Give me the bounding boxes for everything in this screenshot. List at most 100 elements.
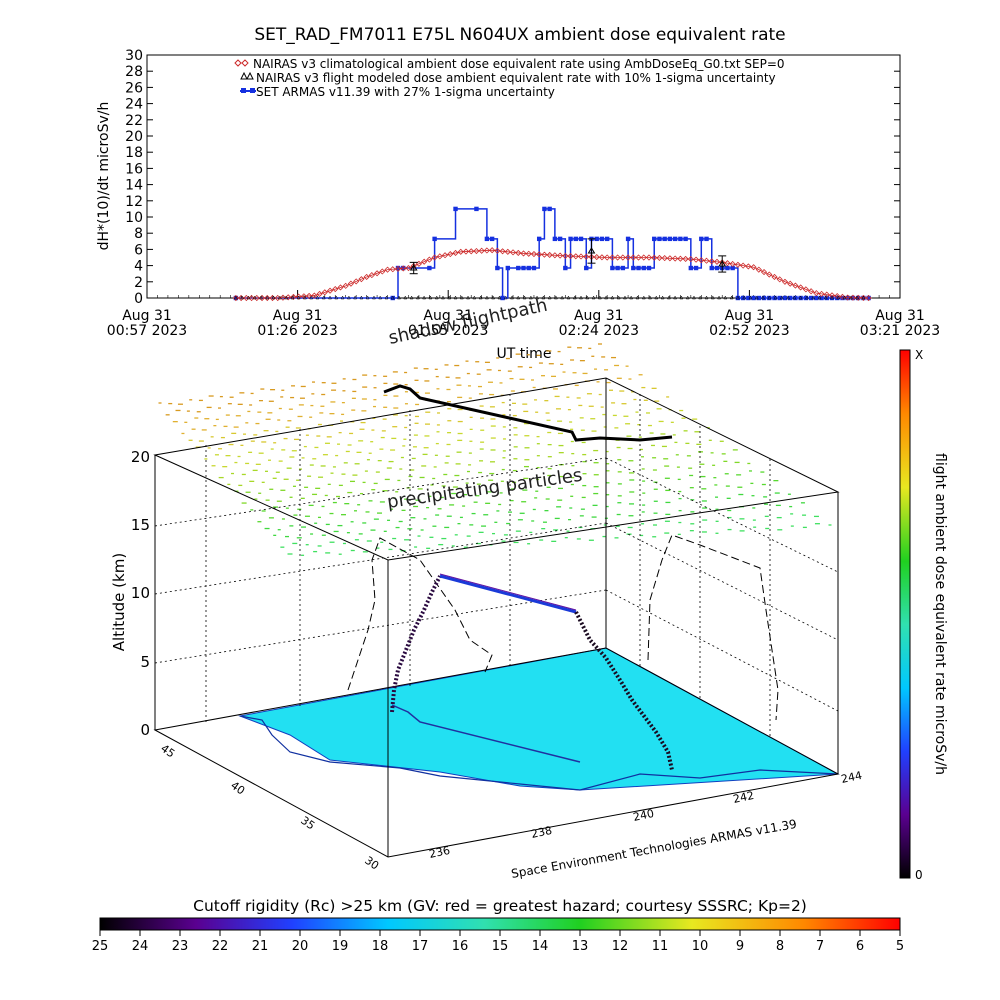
- climatological-point: [389, 266, 396, 273]
- flight-modeled-baseline-point: [830, 295, 834, 300]
- armas-point: [725, 265, 730, 271]
- flight-modeled-baseline-point: [748, 295, 753, 300]
- precipitating-particles-label: precipitating particles: [386, 465, 584, 513]
- climatological-point: [703, 257, 710, 264]
- armas-point: [563, 265, 568, 271]
- flight-modeled-baseline-point: [566, 295, 571, 300]
- y-tick-40: 40: [228, 779, 247, 798]
- x-tick-238: 238: [530, 824, 553, 841]
- flight-modeled-baseline-point: [409, 295, 414, 300]
- armas-point: [709, 265, 714, 271]
- flight-modeled-baseline-point: [384, 295, 389, 300]
- climatological-point: [368, 272, 375, 279]
- climatological-point: [441, 252, 449, 259]
- climatological-point: [431, 254, 438, 261]
- flight-modeled-baseline-point: [848, 295, 853, 300]
- y-tick-label: 2: [134, 275, 143, 291]
- flight-modeled-baseline-point: [591, 295, 596, 300]
- rigidity-tick-label: 16: [452, 939, 469, 954]
- climatological-point: [525, 250, 532, 257]
- top-x-axis-label: UT time: [497, 346, 552, 362]
- climatological-point: [776, 276, 783, 283]
- climatological-point: [394, 265, 402, 272]
- flight-modeled-baseline-point: [641, 295, 646, 300]
- climatological-point: [724, 260, 731, 267]
- rigidity-tick-label: 9: [736, 939, 744, 954]
- armas-point: [584, 265, 589, 271]
- flight-modeled-baseline-point: [767, 295, 772, 300]
- x-tick-label-time: 03:21 2023: [860, 323, 940, 339]
- armas-point: [699, 236, 704, 242]
- climatological-point: [499, 248, 506, 255]
- climatological-point: [823, 291, 830, 298]
- armas-point: [594, 236, 599, 242]
- legend-entry-climatological: NAIRAS v3 climatological ambient dose eq…: [234, 57, 785, 71]
- flight-modeled-baseline-point: [378, 295, 383, 300]
- rigidity-tick-label: 8: [776, 939, 784, 954]
- climatological-point: [808, 288, 815, 295]
- armas-point: [730, 265, 735, 271]
- climatological-point: [771, 273, 778, 281]
- armas-point: [615, 265, 620, 271]
- climatological-point: [698, 257, 705, 264]
- armas-point: [542, 206, 547, 212]
- climatological-point: [494, 247, 501, 254]
- armas-point: [552, 236, 558, 242]
- armas-point: [751, 295, 756, 301]
- climatological-point: [755, 266, 762, 273]
- top-series-layer: [232, 206, 872, 302]
- armas-point: [610, 265, 615, 271]
- flight-modeled-baseline-point: [554, 295, 558, 300]
- armas-point: [782, 295, 788, 301]
- flight-modeled-baseline-point: [735, 295, 740, 300]
- x-tick-label-date: Aug 31: [423, 308, 473, 324]
- climatological-point: [546, 251, 553, 259]
- climatological-point: [766, 271, 773, 278]
- climatological-point: [483, 247, 490, 254]
- armas-point: [667, 236, 673, 242]
- flight-modeled-baseline-point: [579, 295, 583, 300]
- armas-point: [672, 236, 678, 242]
- flight-modeled-baseline-point: [290, 295, 295, 300]
- flight-modeled-point: [718, 260, 727, 267]
- rigidity-tick-label: 20: [292, 939, 309, 954]
- flight-modeled-baseline-point: [459, 295, 464, 300]
- colorbar-min-label: 0: [915, 868, 923, 882]
- armas-point: [798, 295, 803, 301]
- x-tick-240: 240: [632, 807, 655, 824]
- flight-modeled-baseline-point: [654, 295, 659, 300]
- climatological-point: [363, 273, 370, 281]
- climatological-point: [577, 253, 585, 260]
- climatological-point: [729, 260, 736, 268]
- colorbar-title: flight ambient dose equivalent rate micr…: [932, 453, 948, 775]
- flight-modeled-baseline-point: [710, 295, 715, 300]
- flight-modeled-baseline-point: [334, 295, 339, 300]
- rigidity-tick-label: 18: [372, 939, 389, 954]
- climatological-point: [640, 254, 647, 261]
- climatological-point: [332, 286, 339, 293]
- climatological-point: [598, 254, 606, 261]
- dose-field-markers: [158, 343, 832, 556]
- climatological-point: [818, 290, 825, 297]
- flight-modeled-baseline-point: [240, 295, 245, 300]
- flight-modeled-baseline-point: [321, 295, 326, 300]
- armas-point: [693, 265, 699, 271]
- cutoff-rigidity-colorbar: Cutoff rigidity (Rc) >25 km (GV: red = g…: [92, 897, 904, 954]
- flight-modeled-baseline-point: [528, 295, 533, 300]
- flight-modeled-baseline-point: [692, 295, 696, 300]
- climatological-point: [400, 265, 407, 272]
- flight-modeled-baseline-point: [698, 295, 703, 300]
- legend-square-icon: [250, 88, 255, 93]
- flight-modeled-baseline-point: [792, 295, 797, 300]
- flight-modeled-baseline-point: [359, 295, 364, 300]
- z-tick-5: 5: [140, 653, 150, 671]
- armas-point: [620, 265, 626, 271]
- rigidity-tick-label: 23: [172, 939, 189, 954]
- armas-point: [814, 295, 819, 301]
- climatological-point: [844, 294, 851, 301]
- flight-modeled-baseline-point: [353, 295, 358, 300]
- y-tick-label: 28: [125, 64, 143, 80]
- flight-modeled-baseline-point: [365, 295, 370, 300]
- climatological-point: [279, 294, 287, 301]
- climatological-series-line: [235, 249, 869, 299]
